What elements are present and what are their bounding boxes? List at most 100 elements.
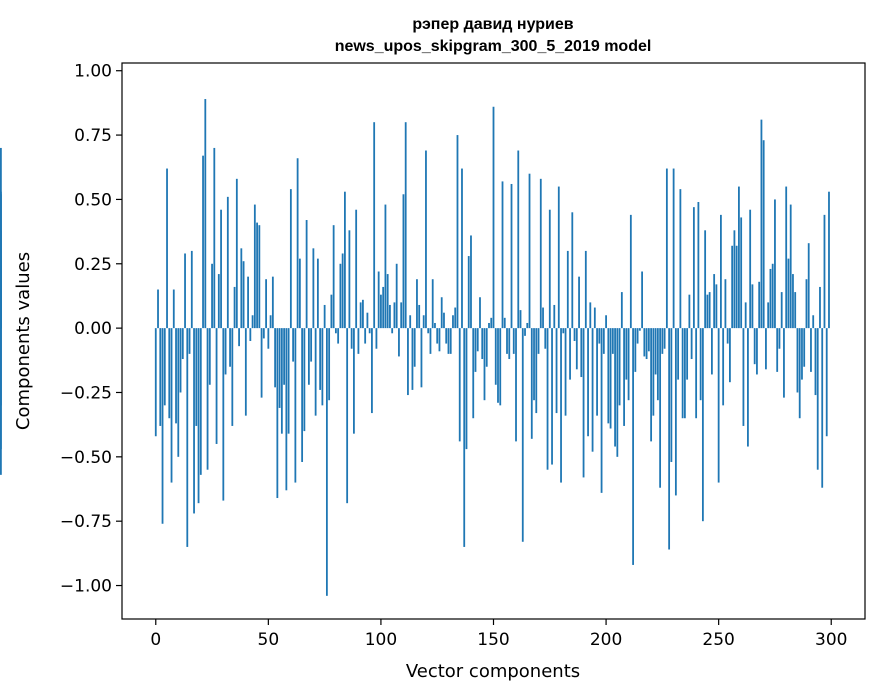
bar (449, 328, 452, 354)
bar (747, 328, 749, 447)
bar (744, 302, 747, 329)
bar (280, 328, 283, 434)
bar (488, 322, 490, 329)
bar (589, 302, 592, 329)
bar (240, 248, 243, 329)
bar (431, 279, 434, 329)
bar (767, 302, 770, 329)
bar (780, 292, 783, 329)
y-tick-label: 0.75 (74, 126, 112, 146)
bar (485, 328, 488, 367)
bar (411, 328, 414, 390)
bar (769, 268, 772, 329)
bar (204, 99, 207, 329)
bar (715, 284, 718, 329)
bar (609, 328, 612, 429)
bar (724, 279, 727, 329)
bar (220, 209, 222, 329)
bar (409, 315, 412, 329)
bar (544, 328, 547, 349)
bar (503, 317, 506, 329)
bar (404, 122, 407, 329)
bar (794, 292, 797, 329)
bar (618, 328, 621, 406)
bar (708, 292, 711, 329)
bar (528, 173, 531, 329)
bar (454, 307, 457, 329)
bar (605, 315, 607, 329)
bar (701, 328, 704, 522)
bar (760, 119, 763, 329)
bar (177, 328, 180, 457)
bar (190, 250, 193, 329)
bar (407, 328, 409, 396)
bar (677, 328, 680, 380)
bar (805, 279, 808, 329)
bar (393, 302, 396, 329)
bar (0, 191, 2, 329)
bar (447, 328, 450, 354)
bar (382, 286, 385, 329)
bar (170, 328, 173, 483)
bar (803, 328, 806, 367)
y-tick-label: −0.25 (60, 383, 112, 403)
bar (785, 186, 788, 329)
bar (726, 328, 729, 344)
bar (285, 328, 288, 491)
bar (643, 328, 646, 357)
bar (506, 328, 508, 354)
bar (427, 328, 430, 334)
bar (578, 276, 580, 329)
bar-series (0, 99, 830, 596)
bar (697, 202, 700, 329)
bar (312, 248, 315, 329)
bar (758, 281, 761, 329)
bar (636, 328, 639, 344)
bar (238, 328, 240, 347)
y-tick-label: 1.00 (74, 62, 112, 82)
bar (470, 235, 472, 329)
bar (735, 245, 738, 329)
bar (157, 289, 159, 329)
bar (226, 196, 229, 329)
bar (508, 328, 511, 360)
bar (600, 328, 603, 493)
bar (688, 294, 691, 329)
x-axis-label: Vector components (406, 661, 580, 682)
y-axis-label: Components values (13, 252, 34, 430)
bar (611, 328, 614, 354)
bar (816, 328, 819, 470)
x-axis: 0 50 100 150 200 250 300 (150, 619, 847, 650)
bar (672, 168, 675, 329)
bar (535, 328, 538, 414)
bar (492, 106, 495, 329)
bar (652, 328, 655, 416)
bar (810, 328, 812, 372)
bar (776, 328, 779, 372)
bar (789, 204, 792, 329)
bar (292, 328, 295, 362)
bar (229, 328, 231, 367)
bar (627, 328, 630, 401)
bar (440, 297, 443, 329)
bar (186, 328, 189, 547)
bar (316, 258, 319, 329)
bar (616, 328, 619, 457)
bar (305, 220, 308, 329)
bar (339, 263, 342, 329)
bar (355, 209, 358, 329)
bar (321, 328, 324, 406)
bar (686, 328, 689, 380)
x-tick-label: 0 (150, 630, 161, 650)
bar (623, 328, 625, 426)
bar (695, 328, 698, 419)
bar (765, 328, 767, 370)
bar (751, 284, 754, 329)
bar (472, 328, 475, 419)
bar (389, 304, 391, 329)
bar (278, 328, 281, 408)
bar (481, 328, 484, 360)
x-tick-label: 200 (590, 630, 622, 650)
bar (208, 328, 211, 385)
